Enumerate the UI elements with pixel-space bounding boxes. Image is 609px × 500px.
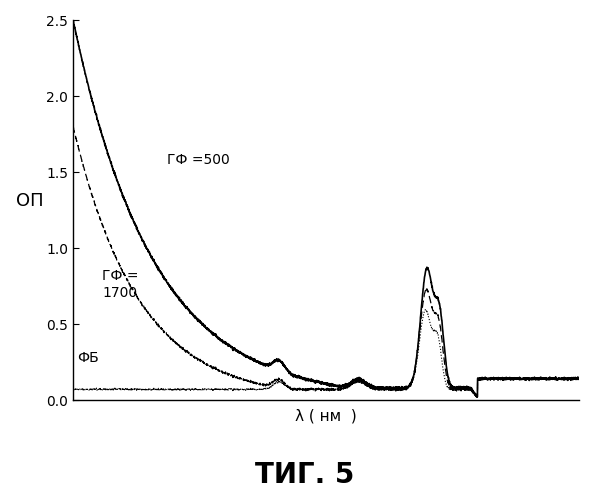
Text: ГФ =
1700: ГФ = 1700 — [102, 270, 138, 300]
X-axis label: λ ( нм  ): λ ( нм ) — [295, 408, 357, 424]
Text: ΤИГ. 5: ΤИГ. 5 — [255, 461, 354, 489]
Text: ГФ =500: ГФ =500 — [167, 154, 230, 168]
Y-axis label: ОП: ОП — [16, 192, 43, 210]
Text: ФБ: ФБ — [77, 351, 99, 365]
